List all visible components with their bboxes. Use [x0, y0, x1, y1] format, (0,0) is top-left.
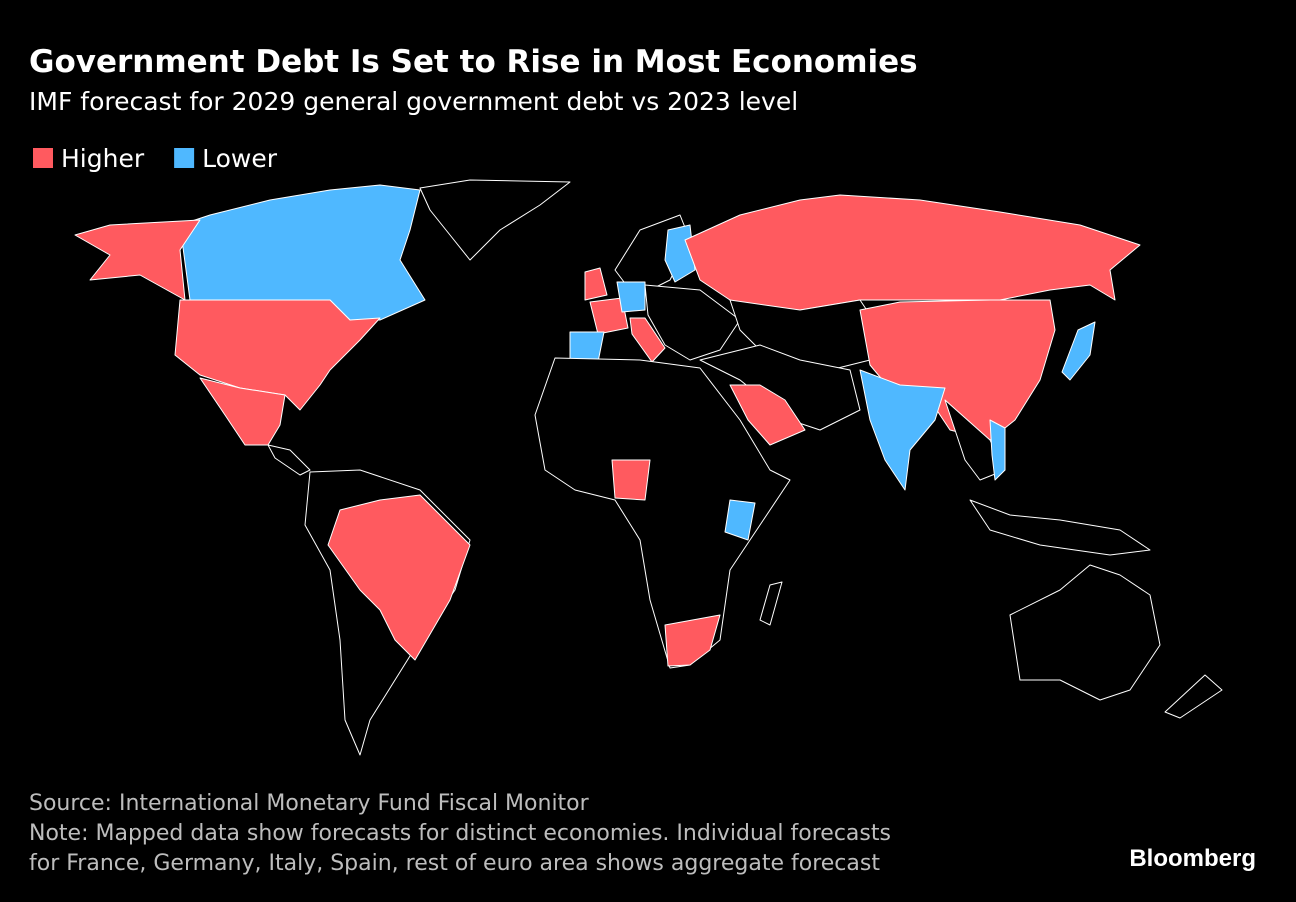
spain — [569, 331, 605, 363]
nigeria — [611, 459, 651, 501]
brazil — [327, 494, 471, 661]
mexico — [199, 377, 286, 446]
legend-label: Higher — [61, 144, 145, 173]
saudi-arabia — [729, 384, 806, 446]
greenland — [419, 179, 571, 261]
title: Government Debt Is Set to Rise in Most E… — [29, 44, 918, 80]
legend-swatch — [174, 148, 195, 168]
germany — [616, 281, 646, 313]
usa — [174, 299, 381, 411]
map — [74, 179, 1223, 756]
uk — [584, 267, 608, 301]
brand: Bloomberg — [1129, 845, 1256, 872]
france — [589, 297, 629, 335]
source: Source: International Monetary Fund Fisc… — [29, 791, 590, 816]
vietnam — [989, 419, 1006, 481]
india — [859, 369, 946, 491]
southeast-asia — [944, 399, 1006, 481]
legend-label: Lower — [202, 144, 278, 173]
eastern-europe — [644, 284, 741, 361]
indonesia — [969, 499, 1151, 556]
legend: Higher Lower — [33, 144, 278, 173]
australia — [1009, 564, 1161, 701]
alaska — [74, 219, 201, 301]
subtitle: IMF forecast for 2029 general government… — [29, 87, 798, 116]
south-africa — [664, 614, 721, 667]
kenya — [724, 499, 756, 541]
central-america — [267, 444, 311, 476]
legend-swatch — [33, 148, 53, 168]
note-line: Note: Mapped data show forecasts for dis… — [29, 821, 891, 846]
italy — [629, 317, 666, 363]
japan — [1061, 321, 1096, 381]
madagascar — [759, 581, 783, 626]
note-line: for France, Germany, Italy, Spain, rest … — [29, 851, 880, 876]
new-zealand — [1164, 674, 1223, 719]
